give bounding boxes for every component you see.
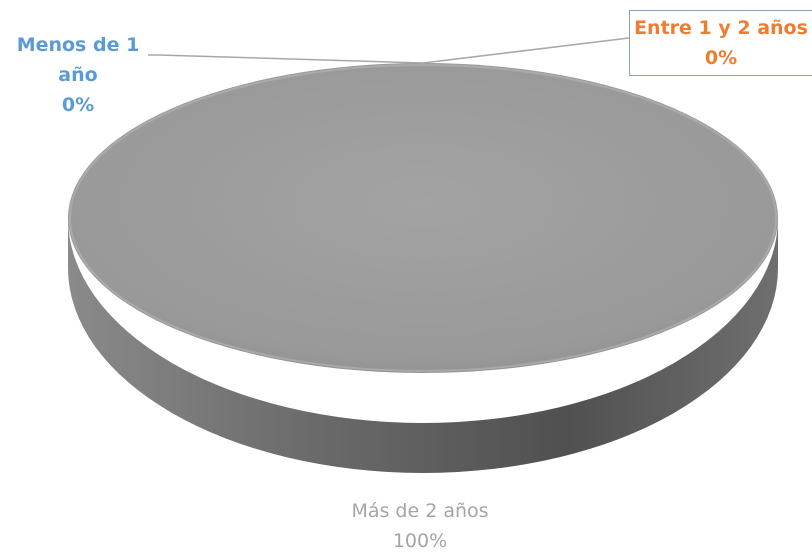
slice-percent-entre: 0% (704, 47, 738, 69)
leader-line-entre-1-y-2-anos (422, 37, 630, 64)
data-label-mas-de-2-anos: Más de 2 años 100% (300, 496, 540, 556)
slice-name-menos-line2: año (58, 64, 98, 86)
slice-name-menos-line1: Menos de 1 (16, 34, 140, 56)
slice-name-entre: Entre 1 y 2 años (634, 17, 808, 39)
data-label-entre-1-y-2-anos: Entre 1 y 2 años 0% (629, 10, 812, 76)
slice-percent-mas: 100% (392, 530, 448, 552)
pie-slice-side-mas-de-2-anos (68, 218, 778, 473)
leader-line-menos-de-1-ano (148, 54, 424, 64)
pie-slice-mas-de-2-anos (68, 63, 778, 373)
slice-percent-menos: 0% (61, 94, 95, 116)
slice-name-mas: Más de 2 años (351, 500, 489, 522)
pie-rim-highlight (69, 64, 777, 372)
data-label-menos-de-1-ano: Menos de 1 año 0% (4, 30, 152, 120)
